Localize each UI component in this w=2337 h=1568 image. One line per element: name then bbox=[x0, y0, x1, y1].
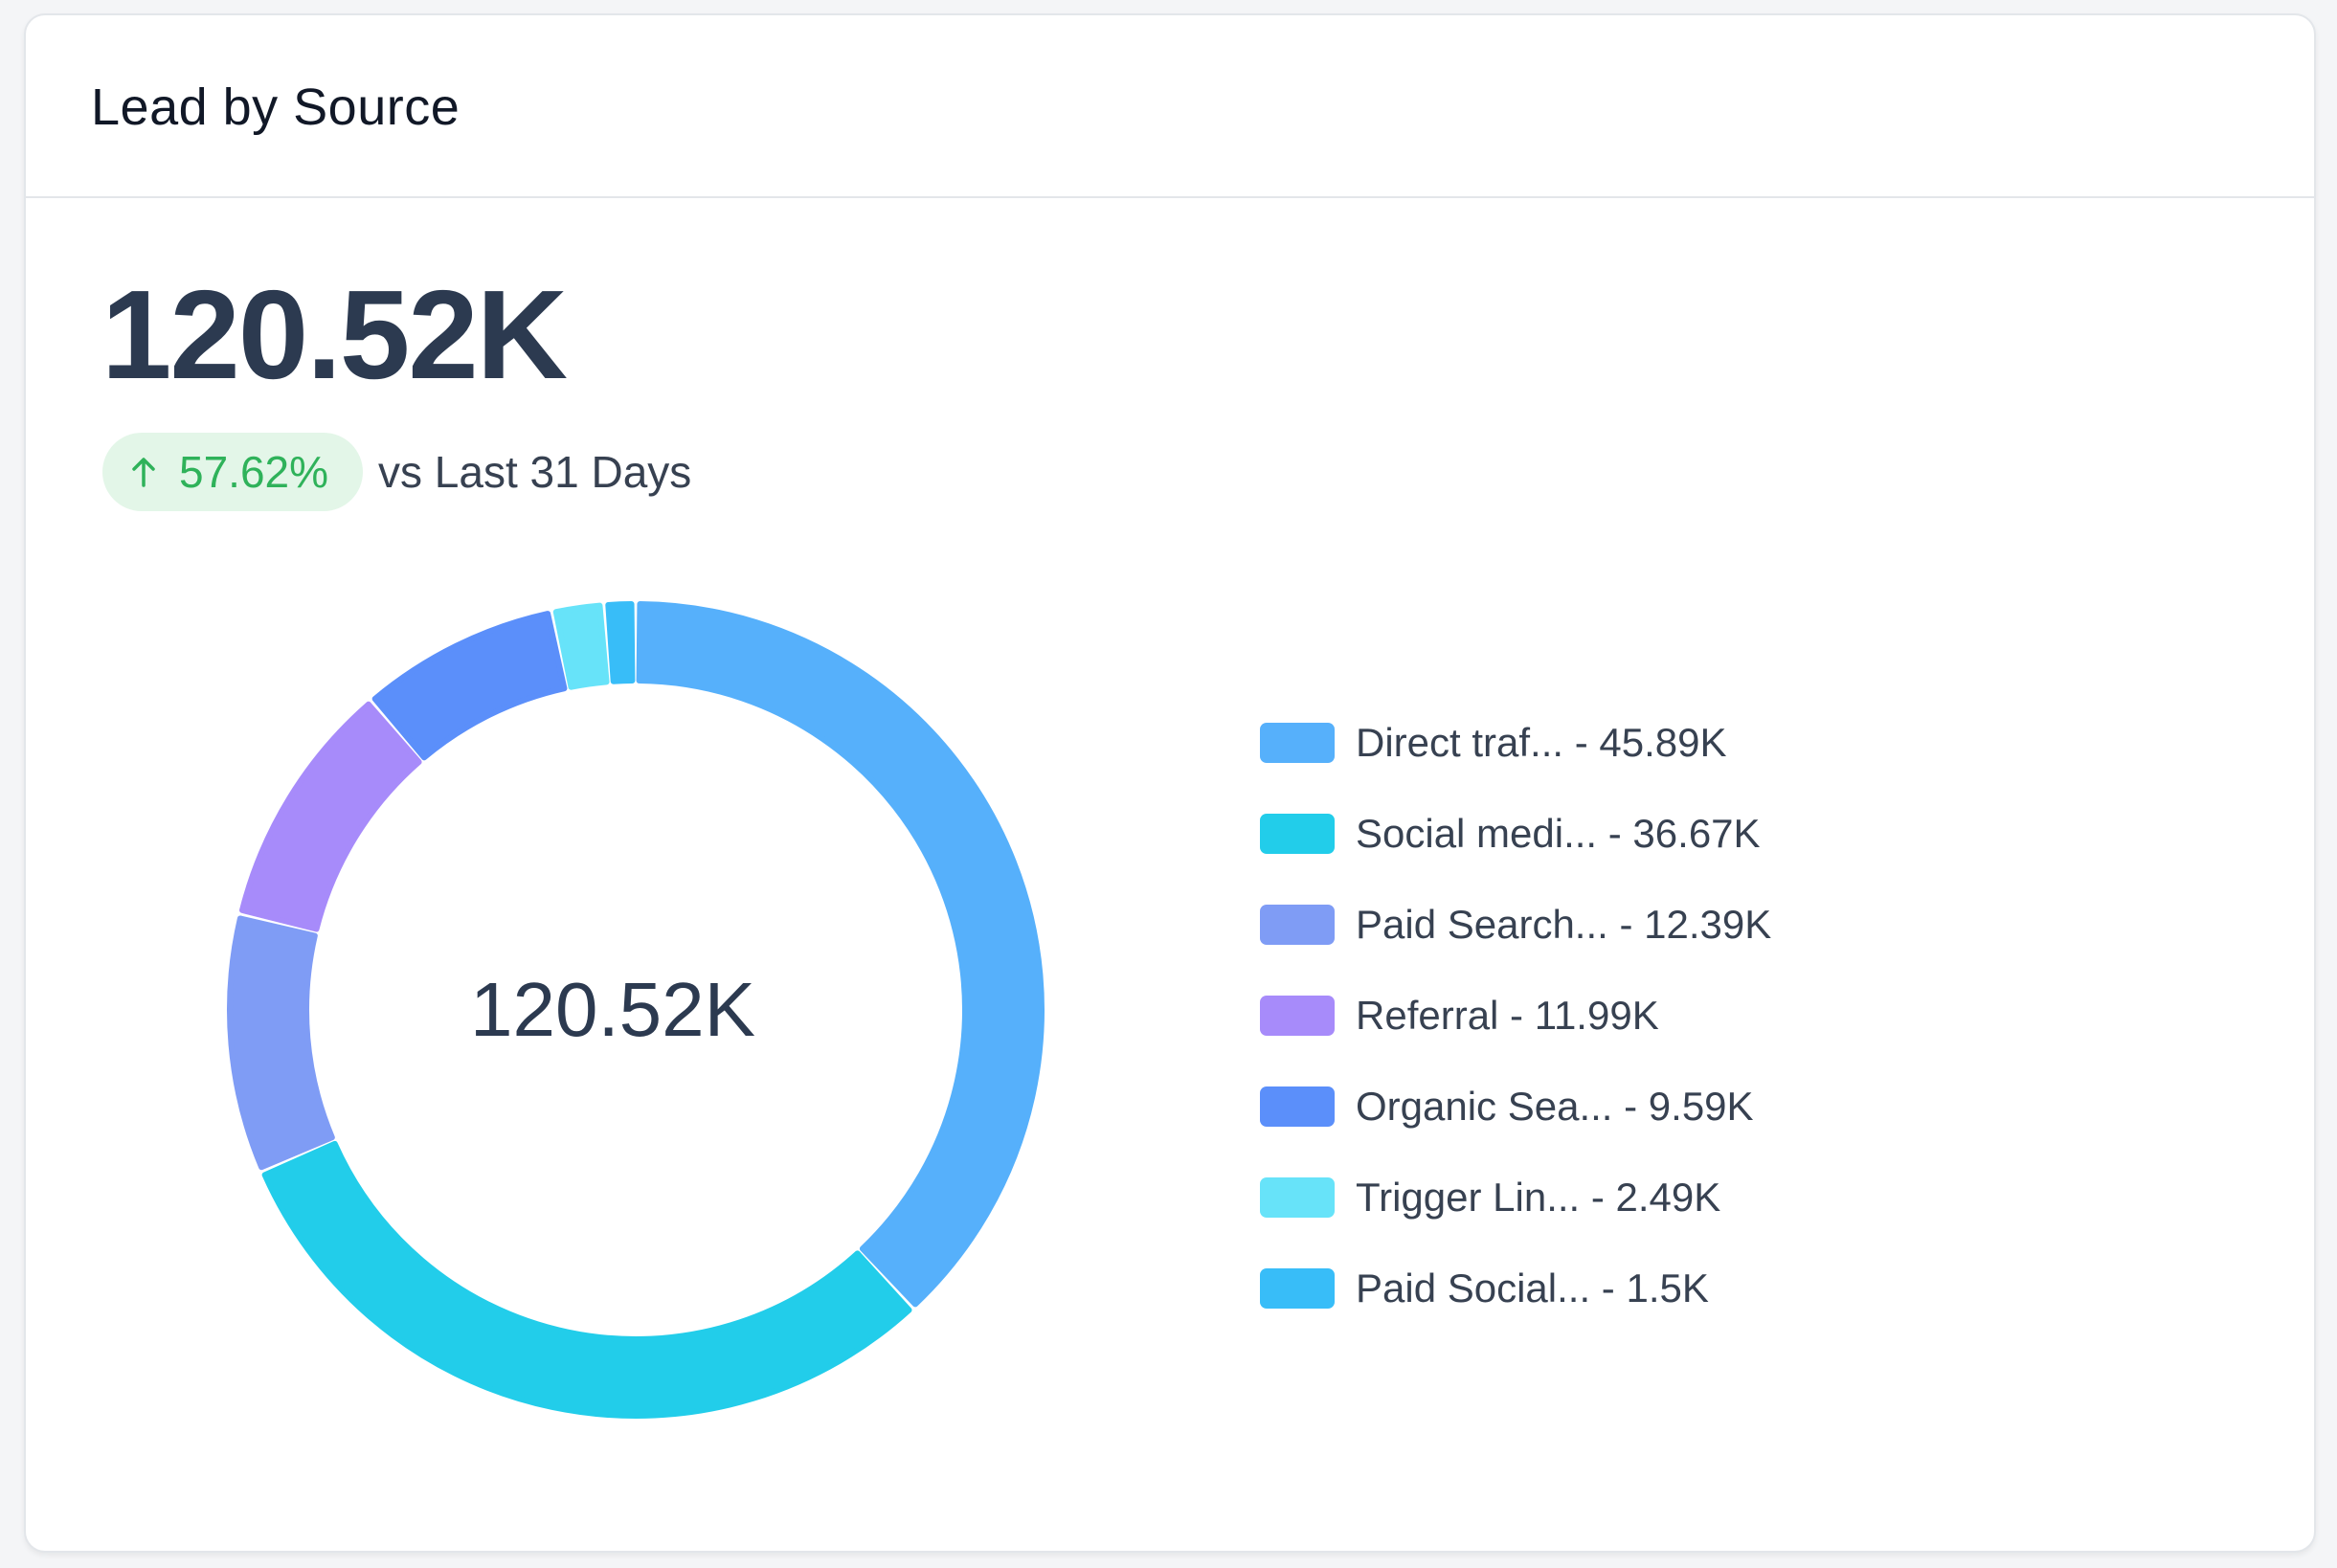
change-row: 57.62% vs Last 31 Days bbox=[102, 433, 691, 511]
donut-slice-6[interactable] bbox=[605, 601, 636, 684]
legend-item[interactable]: Paid Social... - 1.5K bbox=[1260, 1243, 1771, 1333]
total-value: 120.52K bbox=[101, 264, 568, 405]
legend-item[interactable]: Organic Sea... - 9.59K bbox=[1260, 1061, 1771, 1152]
legend-label: Referral - 11.99K bbox=[1356, 992, 1659, 1038]
legend-swatch bbox=[1260, 904, 1335, 945]
legend-swatch bbox=[1260, 813, 1335, 854]
change-badge: 57.62% bbox=[102, 433, 364, 511]
legend-swatch bbox=[1260, 995, 1335, 1036]
legend-swatch bbox=[1260, 1176, 1335, 1218]
legend-label: Trigger Lin... - 2.49K bbox=[1356, 1174, 1721, 1220]
change-value: 57.62% bbox=[179, 447, 329, 497]
legend-swatch bbox=[1260, 722, 1335, 763]
legend-item[interactable]: Paid Search... - 12.39K bbox=[1260, 879, 1771, 970]
arrow-up-icon bbox=[132, 458, 155, 487]
card-header: Lead by Source bbox=[26, 15, 2314, 198]
legend-label: Organic Sea... - 9.59K bbox=[1356, 1083, 1754, 1129]
legend-item[interactable]: Referral - 11.99K bbox=[1260, 970, 1771, 1061]
donut-slice-0[interactable] bbox=[636, 601, 1045, 1308]
donut-slice-4[interactable] bbox=[371, 611, 568, 761]
legend-item[interactable]: Social medi... - 36.67K bbox=[1260, 788, 1771, 879]
donut-slice-2[interactable] bbox=[227, 915, 335, 1171]
legend-label: Paid Search... - 12.39K bbox=[1356, 901, 1772, 947]
legend-swatch bbox=[1260, 1086, 1335, 1127]
donut-slice-5[interactable] bbox=[552, 602, 610, 690]
donut-slice-1[interactable] bbox=[261, 1140, 912, 1419]
legend-item[interactable]: Direct traf... - 45.89K bbox=[1260, 697, 1771, 788]
legend-label: Direct traf... - 45.89K bbox=[1356, 719, 1727, 765]
donut-slice-3[interactable] bbox=[238, 701, 422, 932]
change-label: vs Last 31 Days bbox=[378, 447, 692, 497]
chart-legend: Direct traf... - 45.89K Social medi... - … bbox=[1260, 697, 1771, 1333]
card-title: Lead by Source bbox=[91, 78, 461, 136]
legend-label: Paid Social... - 1.5K bbox=[1356, 1265, 1709, 1310]
legend-item[interactable]: Trigger Lin... - 2.49K bbox=[1260, 1152, 1771, 1243]
donut-center-label: 120.52K bbox=[469, 967, 756, 1052]
legend-swatch bbox=[1260, 1267, 1335, 1309]
legend-label: Social medi... - 36.67K bbox=[1356, 810, 1761, 856]
